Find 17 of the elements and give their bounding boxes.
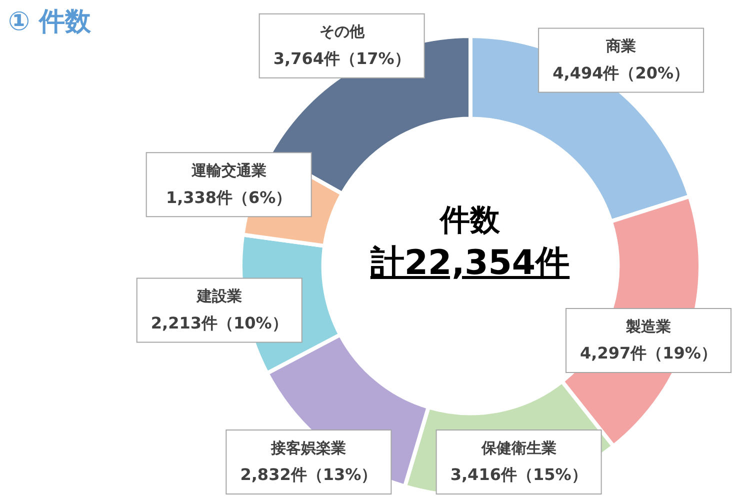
text: 計22,354件 [370, 242, 570, 285]
slice-label: 接客娯楽業 [270, 438, 346, 457]
data-label: 3,764件（17%） [273, 49, 410, 68]
data-label: 2,213件（10%） [150, 313, 288, 332]
data-label: 1,338件（6%） [166, 188, 292, 207]
data-label: 4,297件（19%） [580, 344, 717, 363]
slice-label: 製造業 [625, 317, 671, 336]
data-label: 3,416件（15%） [450, 465, 588, 484]
slice-label: 建設業 [196, 287, 242, 306]
chart-title: ① 件数 [8, 6, 92, 39]
slice-label: 保健衛生業 [480, 438, 556, 457]
text: 件数 [438, 202, 501, 240]
data-label: 4,494件（20%） [552, 63, 690, 82]
slice-label: 商業 [605, 37, 636, 56]
slice-label: その他 [319, 22, 366, 41]
data-label: 2,832件（13%） [240, 465, 378, 484]
slice-label: 運輸交通業 [190, 162, 266, 180]
